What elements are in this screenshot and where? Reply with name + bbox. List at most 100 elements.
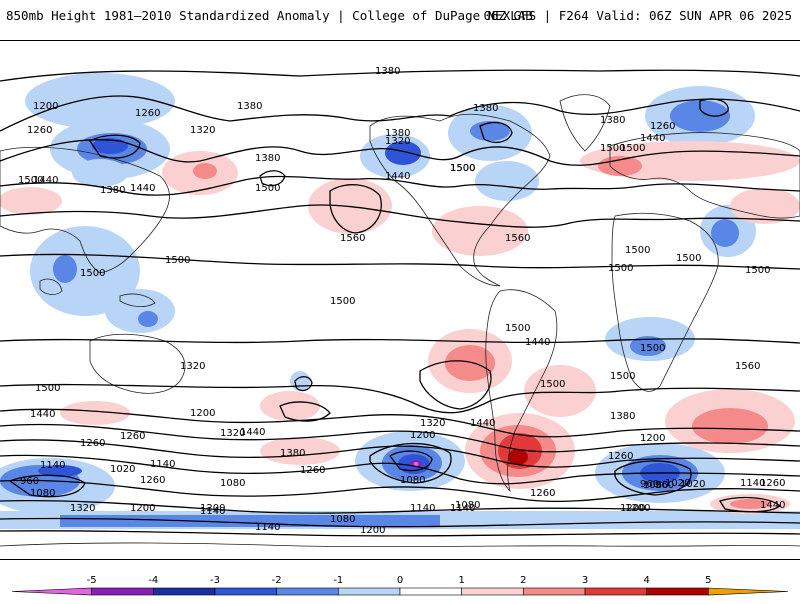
contour-label: 1260: [135, 108, 160, 119]
contour-label: 1200: [360, 525, 385, 536]
colorbar-segment: [214, 587, 277, 596]
contour-label: 1200: [410, 430, 435, 441]
contour-label: 1560: [340, 233, 365, 244]
contour-label: 1380: [600, 115, 625, 126]
contour-label: 1440: [640, 133, 665, 144]
colorbar-tick-label: 3: [582, 575, 588, 586]
colorbar-segment: [338, 587, 401, 596]
model-valid-time: 06Z GFS | F264 Valid: 06Z SUN APR 06 202…: [483, 8, 792, 23]
contour-label: 960: [655, 480, 674, 491]
contour-label: 1440: [470, 418, 495, 429]
contour-label: 1200: [200, 503, 225, 514]
map-title: 850mb Height 1981–2010 Standardized Anom…: [6, 8, 533, 23]
colorbar-tick-label: -2: [272, 575, 282, 586]
contour-label: 1500: [165, 255, 190, 266]
contour-label: 1260: [27, 125, 52, 136]
contour-label: 1560: [735, 361, 760, 372]
contour-label: 1260: [650, 121, 675, 132]
header: 850mb Height 1981–2010 Standardized Anom…: [0, 0, 800, 34]
contour-label: 1500: [450, 163, 475, 174]
colorbar-tick-label: -3: [210, 575, 220, 586]
contour-label: 960: [640, 479, 659, 490]
contour-label: 1500: [80, 268, 105, 279]
contour-label: 1320: [180, 361, 205, 372]
contour-label: 1500: [608, 263, 633, 274]
colorbar-segment: [708, 587, 789, 596]
contour-label: 1500: [640, 343, 665, 354]
contour-label: 1500: [600, 143, 625, 154]
colorbar-tick-label: 5: [705, 575, 711, 586]
contour-labels: 1380 1200 1260 1380 1260 1380 1320 1380 1260 1320…: [18, 66, 785, 536]
colorbar-tick-label: -4: [148, 575, 158, 586]
contour-label: 1140: [740, 478, 765, 489]
colorbar-tick-label: 0: [397, 575, 403, 586]
contour-label: 1500: [610, 371, 635, 382]
contour-label: 1260: [120, 431, 145, 442]
contour-label: 1080: [30, 488, 55, 499]
colorbar-segment: [11, 587, 92, 596]
contour-label: 1380: [100, 185, 125, 196]
colorbar-segment: [584, 587, 647, 596]
colorbar-segment: [646, 587, 709, 596]
contour-label: 1380: [237, 101, 262, 112]
contour-label: 1500: [330, 296, 355, 307]
contour-label: 1500: [540, 379, 565, 390]
contour-label: 1260: [300, 465, 325, 476]
contour-label: 1200: [640, 433, 665, 444]
contour-label: 1500: [505, 323, 530, 334]
contour-label: 1500: [625, 245, 650, 256]
coastlines: [0, 94, 800, 548]
contour-label: 1500: [450, 163, 475, 174]
colorbar: -5 -4 -3 -2 -1 0 1 2 3 4 5: [0, 570, 800, 600]
map-panel: 1380 1200 1260 1380 1260 1380 1320 1380 1260 1320…: [0, 40, 800, 560]
contour-label: 1320: [70, 503, 95, 514]
contour-label: 1080: [455, 500, 480, 511]
contour-label: 1260: [80, 438, 105, 449]
contour-label: 1080: [643, 480, 668, 491]
contour-label: 1440: [130, 183, 155, 194]
contour-label: 1020: [680, 479, 705, 490]
contour-label: 1260: [760, 478, 785, 489]
colorbar-segment: [461, 587, 524, 596]
contour-label: 1380: [280, 448, 305, 459]
contour-label: 1200: [190, 408, 215, 419]
colorbar-svg: -5 -4 -3 -2 -1 0 1 2 3 4 5: [11, 575, 789, 596]
contour-label: 1500: [745, 265, 770, 276]
colorbar-segment: [153, 587, 216, 596]
contour-label: 1320: [420, 418, 445, 429]
contour-label: 1260: [530, 488, 555, 499]
contour-label: 1380: [385, 128, 410, 139]
contour-label: 960: [20, 476, 39, 487]
colorbar-tick-label: 1: [458, 575, 464, 586]
contour-label: 1200: [620, 503, 645, 514]
contour-label: 1440: [33, 175, 58, 186]
contour-label: 1380: [610, 411, 635, 422]
contour-label: 1200: [33, 101, 58, 112]
colorbar-tick-label: 4: [643, 575, 649, 586]
contour-label: 1080: [220, 478, 245, 489]
contour-label: 1440: [385, 171, 410, 182]
contour-label: 1140: [410, 503, 435, 514]
contour-label: 1140: [255, 522, 280, 533]
contour-label: 1080: [400, 475, 425, 486]
contour-label: 1020: [665, 478, 690, 489]
contour-label: 1500: [35, 383, 60, 394]
contour-label: 1080: [330, 514, 355, 525]
height-contours: [0, 69, 800, 537]
contour-label: 1260: [140, 475, 165, 486]
contour-label: 1500: [255, 183, 280, 194]
contour-label: 1440: [760, 500, 785, 511]
contour-label: 1500: [620, 143, 645, 154]
colorbar-tick-label: -5: [87, 575, 97, 586]
contour-label: 1320: [220, 428, 245, 439]
contour-label: 1320: [190, 125, 215, 136]
contour-label: 1380: [375, 66, 400, 77]
contour-label: 1260: [608, 451, 633, 462]
anomaly-map: 1380 1200 1260 1380 1260 1380 1320 1380 1260 1320…: [0, 66, 800, 548]
colorbar-segment: [523, 587, 586, 596]
colorbar-tick-label: 2: [520, 575, 526, 586]
contour-label: 1440: [240, 427, 265, 438]
contour-label: 1380: [473, 103, 498, 114]
contour-label: 1140: [150, 459, 175, 470]
contour-label: 1200: [625, 503, 650, 514]
